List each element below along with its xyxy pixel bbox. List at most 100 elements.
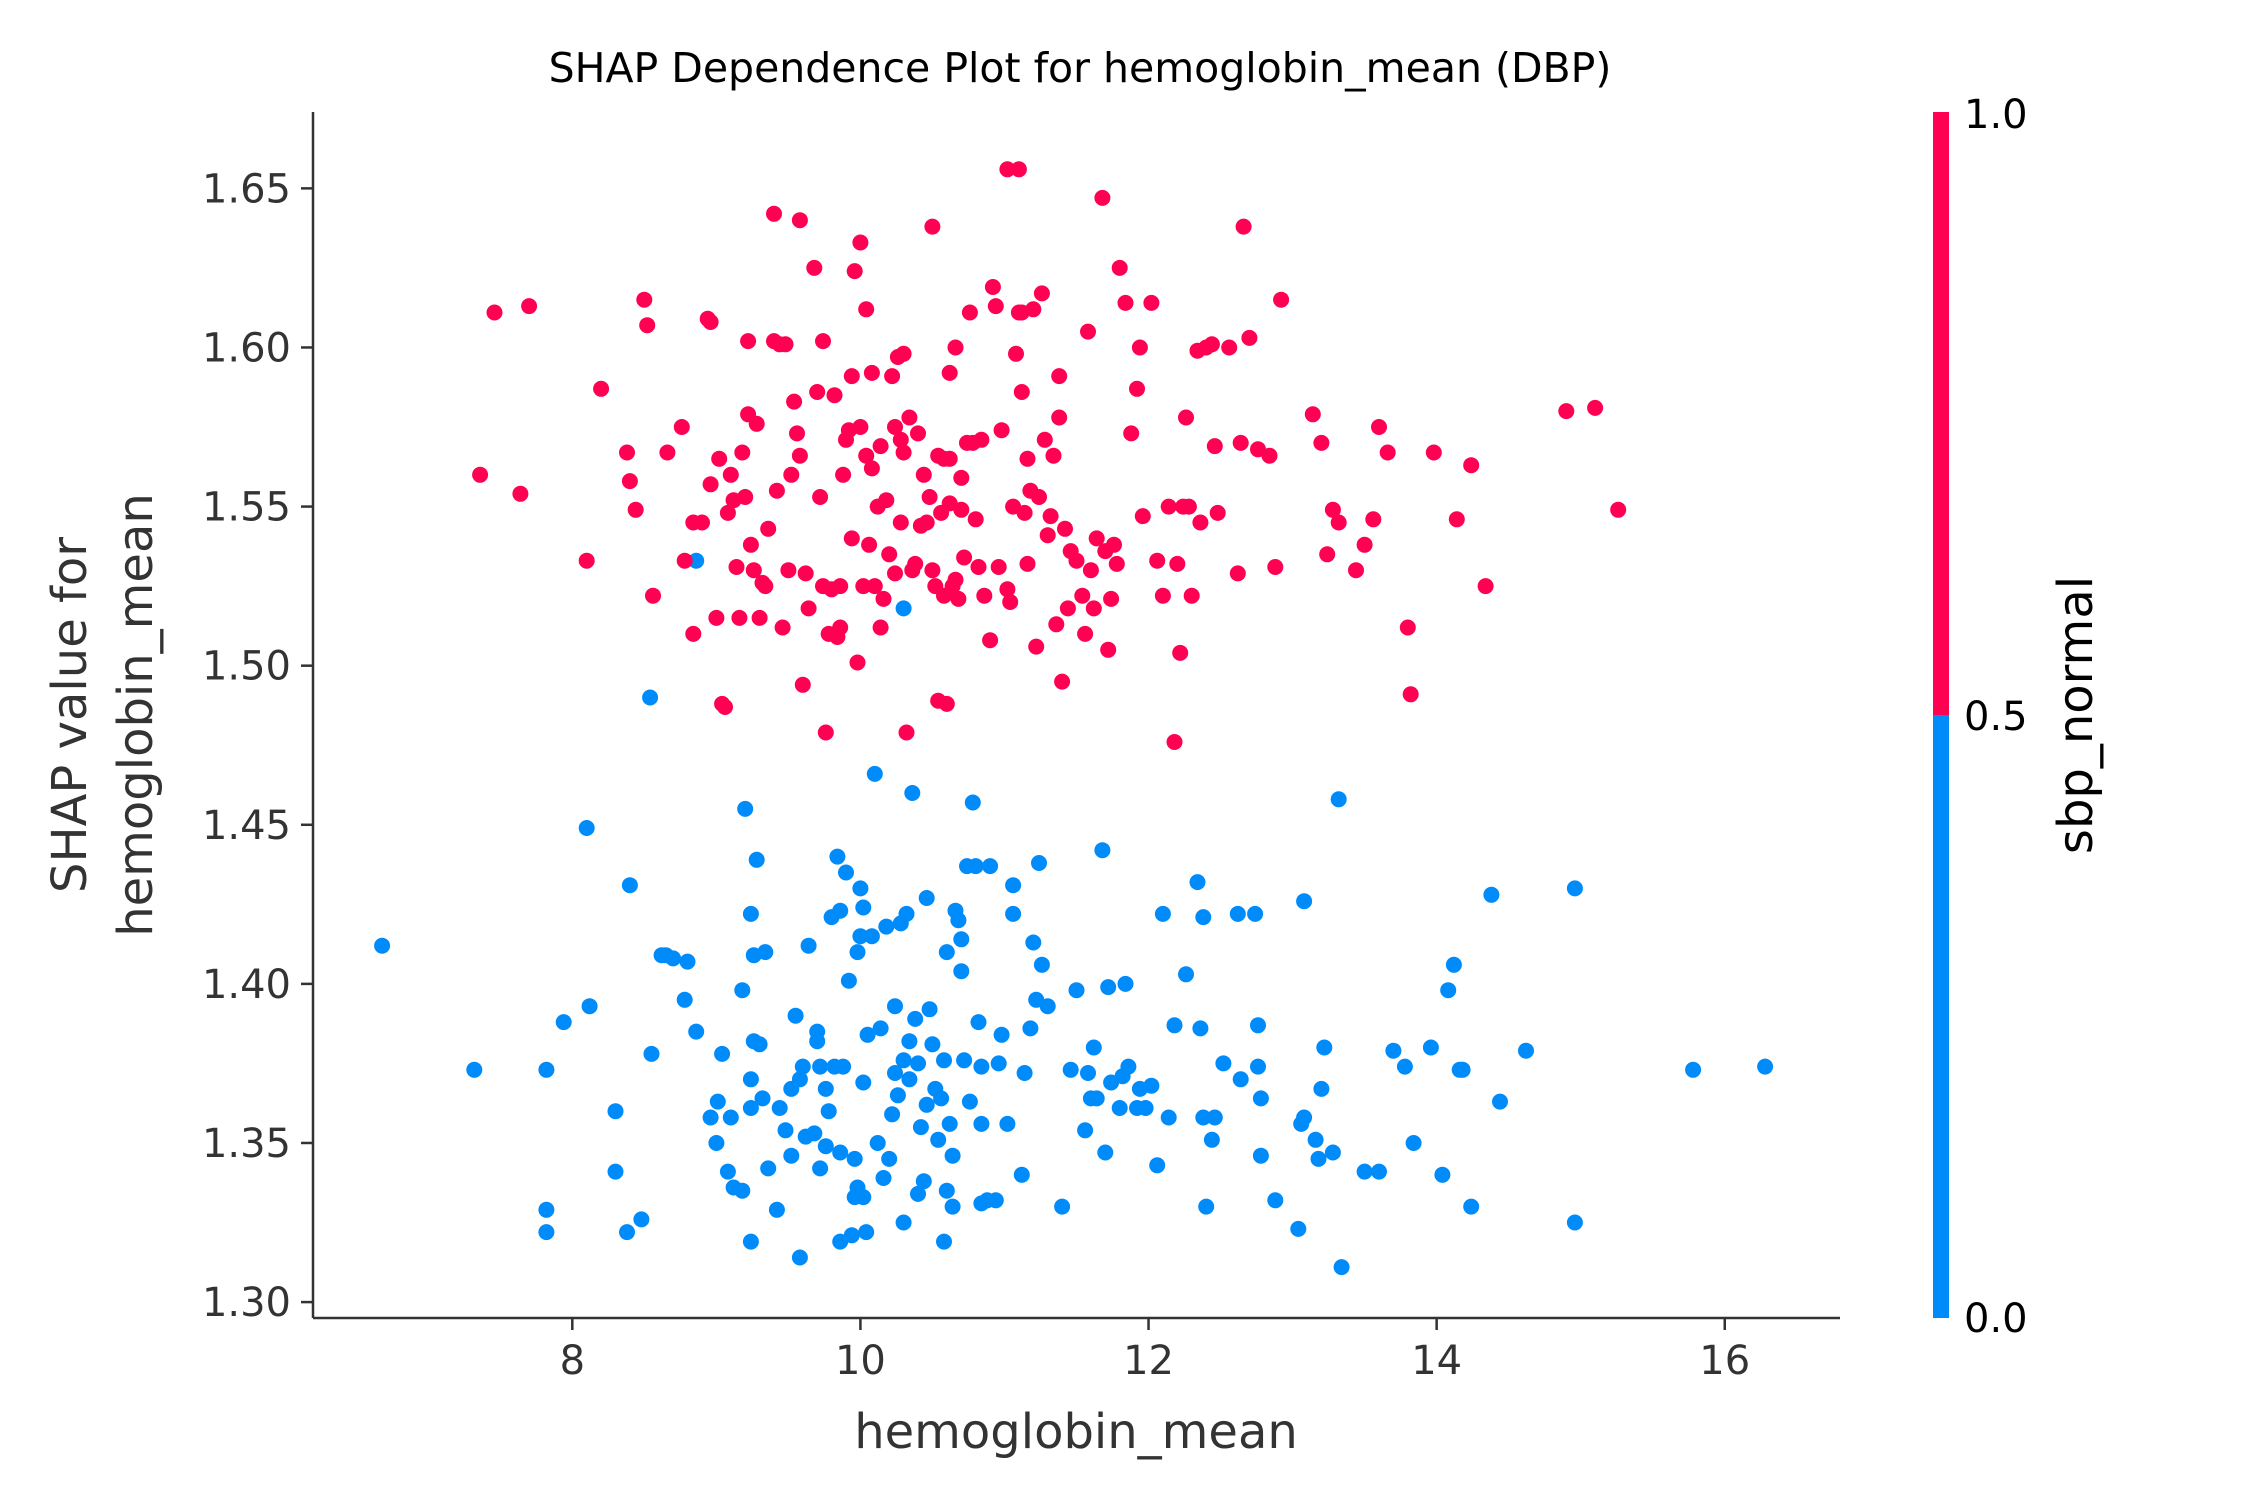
point-sbp-normal-0-105 (918, 890, 935, 906)
point-sbp-normal-1-187 (1166, 734, 1183, 750)
point-sbp-normal-0-176 (1206, 1109, 1223, 1126)
point-sbp-normal-0-21 (702, 1109, 719, 1126)
point-sbp-normal-1-209 (1304, 406, 1321, 423)
point-sbp-normal-1-68 (835, 466, 852, 483)
point-sbp-normal-0-155 (1094, 842, 1111, 859)
point-sbp-normal-0-217 (751, 1036, 768, 1053)
x-tick-label-4: 16 (1699, 1338, 1750, 1384)
point-sbp-normal-1-177 (1111, 259, 1128, 276)
point-sbp-normal-1-36 (748, 415, 765, 432)
point-sbp-normal-1-50 (789, 425, 805, 442)
point-sbp-normal-1-74 (849, 654, 866, 671)
x-tick-label-2: 12 (1123, 1338, 1174, 1384)
point-sbp-normal-1-215 (1356, 536, 1373, 553)
point-sbp-normal-0-117 (944, 1198, 961, 1215)
x-tick-label-3: 14 (1411, 1338, 1462, 1384)
point-sbp-normal-1-166 (1077, 625, 1094, 642)
point-sbp-normal-0-81 (863, 928, 880, 945)
point-sbp-normal-1-199 (1209, 504, 1226, 521)
point-sbp-normal-0-68 (840, 972, 857, 989)
point-sbp-normal-1-178 (1117, 294, 1134, 311)
point-sbp-normal-1-202 (1232, 434, 1249, 451)
point-sbp-normal-0-83 (869, 1135, 886, 1151)
point-sbp-normal-0-218 (918, 1096, 935, 1113)
y-axis-label-line1: SHAP value for (42, 537, 98, 893)
point-sbp-normal-0-129 (973, 1058, 990, 1075)
point-sbp-normal-0-19 (688, 1023, 705, 1040)
point-sbp-normal-0-126 (967, 858, 984, 875)
x-axis-label: hemoglobin_mean (854, 1404, 1298, 1460)
point-sbp-normal-1-139 (1002, 594, 1019, 610)
point-sbp-normal-1-101 (907, 555, 924, 572)
point-sbp-normal-1-207 (1267, 559, 1284, 575)
point-sbp-normal-0-12 (633, 1211, 650, 1228)
point-sbp-normal-0-42 (771, 1100, 788, 1116)
point-sbp-normal-1-122 (953, 469, 970, 486)
point-sbp-normal-1-159 (1051, 368, 1068, 385)
point-sbp-normal-1-51 (791, 447, 808, 464)
point-sbp-normal-0-110 (933, 1090, 950, 1107)
x-tick-label-1: 10 (835, 1338, 886, 1384)
point-sbp-normal-1-181 (1131, 339, 1148, 356)
point-sbp-normal-1-211 (1319, 546, 1336, 563)
point-sbp-normal-1-19 (702, 314, 719, 330)
point-sbp-normal-1-152 (1031, 489, 1047, 505)
point-sbp-normal-1-138 (999, 581, 1016, 598)
point-sbp-normal-0-210 (1492, 1093, 1508, 1110)
point-sbp-normal-1-9 (636, 291, 653, 308)
point-sbp-normal-1-165 (1074, 587, 1091, 604)
point-sbp-normal-1-154 (1036, 431, 1053, 448)
point-sbp-normal-1-153 (1033, 285, 1050, 302)
point-sbp-normal-0-186 (1290, 1220, 1307, 1237)
point-sbp-normal-0-194 (1324, 1144, 1341, 1161)
point-sbp-normal-1-40 (760, 520, 777, 537)
point-sbp-normal-0-147 (1054, 1198, 1071, 1215)
point-sbp-normal-0-174 (1198, 1198, 1215, 1215)
point-sbp-normal-0-23 (709, 1093, 726, 1110)
point-sbp-normal-1-107 (924, 218, 941, 235)
point-sbp-normal-1-136 (993, 422, 1010, 439)
point-sbp-normal-0-150 (1077, 1122, 1094, 1139)
point-sbp-normal-1-129 (970, 559, 987, 575)
point-sbp-normal-1-108 (924, 562, 941, 579)
point-sbp-normal-1-34 (742, 536, 759, 553)
point-sbp-normal-0-197 (1356, 1163, 1373, 1180)
point-sbp-normal-1-53 (794, 676, 811, 693)
point-sbp-normal-1-25 (719, 504, 736, 521)
point-sbp-normal-0-45 (787, 1007, 804, 1024)
point-sbp-normal-0-202 (1422, 1039, 1439, 1056)
point-sbp-normal-1-126 (961, 304, 978, 321)
point-sbp-normal-0-11 (621, 877, 638, 894)
point-sbp-normal-0-192 (1313, 1080, 1330, 1097)
point-sbp-normal-0-20 (688, 552, 705, 569)
point-sbp-normal-0-57 (817, 1080, 834, 1097)
point-sbp-normal-1-102 (910, 425, 926, 442)
point-sbp-normal-0-79 (858, 1224, 875, 1241)
point-sbp-normal-0-189 (1296, 893, 1313, 910)
point-sbp-normal-0-191 (1310, 1150, 1327, 1167)
point-sbp-normal-0-167 (1160, 1109, 1177, 1126)
point-sbp-normal-0-172 (1195, 1109, 1212, 1126)
point-sbp-normal-0-44 (783, 1147, 800, 1164)
point-sbp-normal-1-200 (1221, 339, 1238, 356)
point-sbp-normal-1-35 (745, 562, 762, 579)
y-tick-label-7: 1.65 (202, 166, 291, 212)
point-sbp-normal-1-87 (875, 590, 892, 607)
axes (311, 112, 1840, 1320)
point-sbp-normal-0-22 (708, 1135, 725, 1151)
point-sbp-normal-0-87 (881, 1150, 898, 1167)
point-sbp-normal-1-176 (1108, 555, 1125, 572)
point-sbp-normal-1-228 (936, 450, 952, 467)
point-sbp-normal-0-41 (768, 1201, 785, 1218)
point-sbp-normal-0-207 (1454, 1061, 1471, 1078)
point-sbp-normal-1-77 (855, 578, 872, 595)
point-sbp-normal-0-195 (1330, 791, 1347, 808)
x-tick-label-0: 8 (560, 1338, 585, 1384)
point-sbp-normal-1-120 (947, 339, 964, 356)
point-sbp-normal-1-170 (1088, 530, 1105, 547)
point-sbp-normal-0-93 (895, 1214, 912, 1231)
point-sbp-normal-1-169 (1085, 600, 1102, 617)
point-sbp-normal-0-114 (938, 1182, 955, 1199)
point-sbp-normal-0-177 (1215, 1055, 1232, 1072)
